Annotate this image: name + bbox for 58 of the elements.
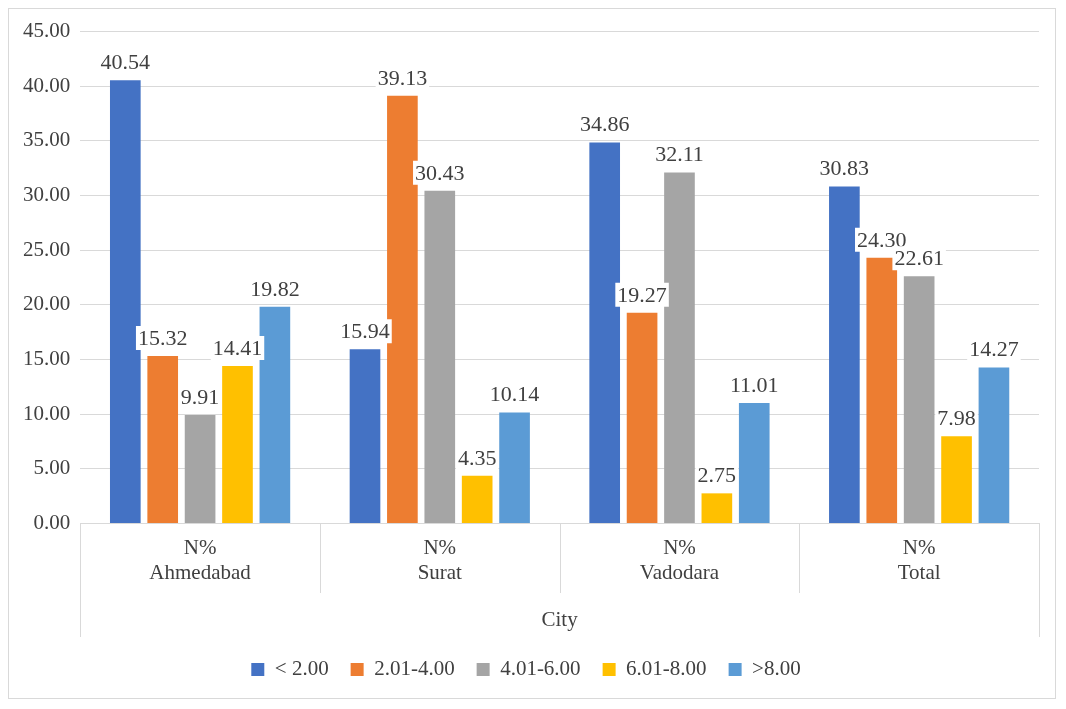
bar — [109, 80, 141, 523]
text: 40.54 — [100, 49, 151, 75]
bar — [829, 186, 860, 523]
text: 19.27 — [617, 281, 667, 307]
legend-label: 4.01-6.00 — [500, 656, 581, 681]
y-tick-label: 40.00 — [23, 72, 71, 97]
y-tick-label: 35.00 — [23, 127, 71, 152]
bar — [626, 312, 658, 523]
bar — [903, 276, 935, 523]
bar — [222, 365, 253, 523]
text: 14.27 — [969, 336, 1019, 362]
bar — [589, 142, 621, 523]
legend-label: < 2.00 — [274, 656, 329, 681]
text: 15.94 — [340, 317, 390, 343]
x-tick-label: N% Ahmedabad — [149, 534, 252, 584]
text: 9.91 — [180, 383, 220, 409]
text: 30.83 — [819, 155, 870, 181]
x-tick-label: N% Vadodara — [639, 534, 720, 584]
bar — [499, 412, 530, 523]
legend-label: >8.00 — [752, 656, 801, 681]
bar — [424, 190, 456, 523]
text: 7.98 — [937, 404, 976, 430]
text: 30.43 — [415, 159, 465, 185]
x-tick-label: N% Total — [897, 534, 941, 584]
text: 39.13 — [377, 64, 428, 90]
text: 19.82 — [250, 275, 300, 301]
bar — [184, 415, 216, 523]
bar — [664, 172, 695, 523]
bar — [978, 367, 1010, 523]
text: 14.41 — [212, 334, 263, 360]
bar — [349, 349, 381, 523]
text: 4.35 — [457, 444, 497, 470]
text: 24.30 — [857, 226, 907, 252]
y-tick-label: 45.00 — [23, 18, 71, 43]
bar — [259, 306, 291, 523]
y-tick-label: 15.00 — [23, 345, 71, 370]
text: 32.11 — [655, 141, 704, 167]
text: 34.86 — [579, 111, 630, 137]
text: 22.61 — [894, 245, 944, 271]
legend-label: 2.01-4.00 — [374, 656, 455, 681]
x-tick-label: N% Surat — [417, 534, 463, 584]
bar — [941, 436, 972, 523]
bar — [461, 475, 493, 523]
text: 11.01 — [729, 371, 779, 397]
y-tick-label: 10.00 — [23, 400, 71, 425]
x-axis-title: City — [541, 606, 579, 631]
y-tick-label: 25.00 — [23, 236, 71, 261]
y-tick-label: 0.00 — [33, 509, 71, 534]
y-tick-label: 20.00 — [23, 291, 71, 316]
y-tick-label: 30.00 — [23, 182, 71, 207]
bar — [738, 403, 770, 523]
text: 15.32 — [137, 324, 188, 350]
legend-label: 6.01-8.00 — [626, 656, 707, 681]
bar — [701, 493, 733, 523]
text: 2.75 — [697, 462, 737, 488]
text: 10.14 — [489, 381, 540, 407]
y-tick-label: 5.00 — [33, 455, 71, 480]
bar — [147, 355, 179, 523]
